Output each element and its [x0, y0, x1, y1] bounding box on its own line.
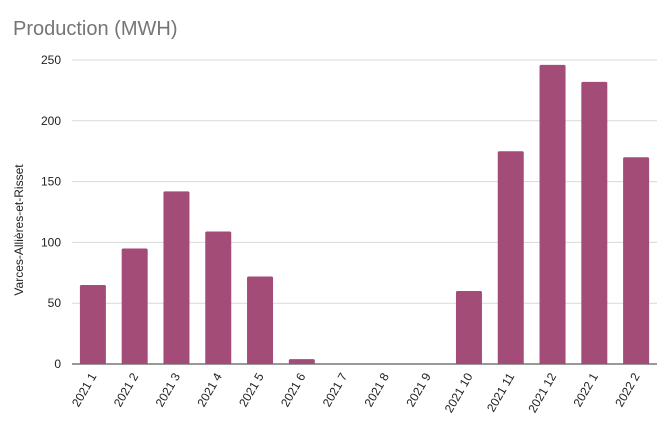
x-tick-label: 2021 12 — [525, 370, 559, 415]
bar — [539, 64, 566, 364]
x-tick-label: 2021 5 — [236, 370, 267, 409]
x-tick-label: 2021 2 — [111, 370, 142, 409]
x-tick-label: 2021 6 — [278, 370, 309, 409]
y-tick-label: 200 — [41, 114, 61, 128]
bar — [581, 81, 608, 364]
bar — [288, 359, 315, 364]
bar — [497, 151, 524, 364]
y-tick-label: 100 — [41, 235, 61, 249]
x-tick-label: 2021 10 — [442, 370, 476, 415]
chart-title: Production (MWH) — [13, 18, 178, 40]
x-tick-label: 2021 9 — [403, 370, 434, 409]
bar — [121, 248, 148, 364]
y-axis-ticks: 0 50 100 150 200 250 — [41, 53, 61, 371]
x-tick-label: 2021 3 — [153, 370, 184, 409]
x-tick-label: 2021 1 — [69, 370, 100, 409]
x-tick-label: 2021 4 — [194, 370, 225, 409]
y-tick-label: 150 — [41, 175, 61, 189]
y-tick-label: 0 — [54, 357, 61, 371]
x-tick-label: 2021 7 — [320, 370, 351, 409]
gridlines — [72, 59, 657, 365]
bar — [163, 191, 190, 364]
x-tick-label: 2021 8 — [362, 370, 393, 409]
bar — [79, 284, 106, 364]
x-tick-label: 2022 1 — [570, 370, 601, 409]
bar — [455, 291, 482, 364]
y-tick-label: 50 — [48, 296, 62, 310]
bar — [205, 231, 232, 364]
bar — [623, 157, 650, 364]
x-tick-label: 2022 2 — [612, 370, 643, 409]
y-axis-label: Varces-Allières-et-Risset — [12, 164, 26, 296]
y-tick-label: 250 — [41, 53, 61, 67]
x-axis-ticks: 2021 1 2021 2 2021 3 2021 4 2021 5 2021 6 2021… — [69, 370, 643, 415]
bar — [247, 276, 274, 364]
bars — [79, 64, 650, 364]
x-tick-label: 2021 11 — [484, 370, 518, 414]
